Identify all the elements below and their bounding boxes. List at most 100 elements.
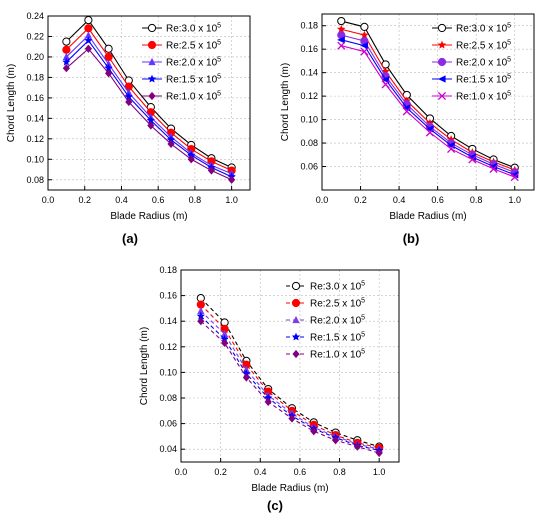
legend-marker	[292, 349, 300, 359]
data-point	[447, 144, 456, 153]
legend-exponent: 5	[217, 57, 221, 64]
legend-label: Re:1.0 x 10	[310, 350, 362, 361]
panel-label: (c)	[267, 498, 283, 513]
legend-marker	[292, 315, 300, 324]
data-point	[337, 36, 345, 44]
legend-marker	[148, 57, 156, 66]
legend-marker	[147, 74, 157, 83]
data-point	[360, 30, 369, 39]
y-axis-label: Chord Length (m)	[280, 63, 291, 141]
legend-entry: Re:1.0 x 105	[310, 349, 365, 361]
data-point	[337, 16, 346, 26]
data-point	[187, 155, 195, 164]
y-tick-label: 0.12	[26, 134, 44, 144]
y-tick-label: 0.18	[300, 21, 318, 31]
legend-entry: Re:2.0 x 105	[166, 57, 221, 69]
y-tick-label: 0.06	[159, 419, 177, 429]
legend-entry: Re:2.0 x 105	[456, 57, 511, 69]
data-point	[62, 52, 70, 61]
legend-label: Re:3.0 x 10	[166, 24, 218, 35]
y-tick-label: 0.10	[300, 115, 318, 125]
legend-entry: Re:2.5 x 105	[456, 40, 511, 52]
x-tick-label: 1.0	[373, 467, 386, 477]
data-point	[468, 155, 477, 164]
legend-exponent: 5	[507, 57, 511, 64]
data-point	[105, 69, 113, 78]
legend-label: Re:2.5 x 10	[166, 41, 218, 52]
legend-label: Re:1.5 x 10	[456, 75, 508, 86]
legend-entry: Re:1.0 x 105	[166, 91, 221, 103]
y-tick-label: 0.08	[300, 138, 318, 148]
data-point	[62, 57, 71, 66]
data-point	[360, 42, 368, 50]
data-point	[196, 311, 205, 320]
data-point	[381, 76, 390, 84]
legend-marker	[437, 91, 447, 101]
legend-label: Re:3.0 x 10	[456, 24, 508, 35]
data-point	[264, 397, 272, 406]
data-point	[228, 175, 236, 184]
data-point	[207, 166, 216, 175]
y-tick-label: 0.08	[159, 393, 177, 403]
data-point	[425, 128, 434, 137]
chart-panel-3: 0.0 0.2 0.4 0.6 0.8 1.0 0.04 0.06 0.08 0.10 0.12 0.…	[139, 265, 400, 513]
y-tick-label: 0.16	[300, 44, 318, 54]
chart-panel-2: 0.0 0.2 0.4 0.6 0.8 1.0 0.06 0.08 0.10 0.12 0.14 0.…	[280, 13, 535, 246]
data-point	[353, 442, 361, 451]
data-point	[310, 427, 318, 436]
y-tick-label: 0.04	[159, 444, 177, 454]
legend-entry: Re:1.5 x 105	[310, 332, 365, 344]
x-axis-label: Blade Radius (m)	[389, 211, 466, 222]
legend-marker	[147, 40, 157, 50]
y-tick-label: 0.18	[159, 265, 177, 275]
data-point	[337, 24, 346, 33]
legend-marker	[291, 332, 301, 341]
x-tick-label: 0.4	[254, 467, 267, 477]
data-point	[360, 47, 369, 56]
legend-marker	[147, 23, 157, 33]
plot-frame	[321, 13, 535, 191]
legend-entry: Re:1.5 x 105	[456, 74, 511, 86]
data-point	[221, 329, 229, 338]
x-tick-label: 0.4	[393, 195, 406, 205]
data-point	[375, 448, 383, 458]
x-tick-label: 0.6	[294, 467, 307, 477]
legend-entry: Re:3.0 x 105	[166, 23, 221, 35]
y-tick-label: 0.12	[300, 91, 318, 101]
legend-exponent: 5	[217, 40, 221, 47]
data-point	[331, 436, 340, 445]
chart-panel-1: 0.0 0.2 0.4 0.6 0.8 1.0 0.08 0.10 0.12 0.14 0.16 0.…	[6, 11, 251, 246]
x-tick-label: 0.0	[42, 195, 55, 205]
data-point	[197, 306, 205, 315]
x-tick-label: 0.4	[115, 195, 128, 205]
legend-exponent: 5	[361, 332, 365, 339]
legend-marker	[291, 281, 301, 291]
y-tick-label: 0.24	[26, 11, 44, 21]
series-group	[337, 16, 519, 182]
data-point	[221, 338, 229, 348]
panel-label: (a)	[122, 231, 138, 246]
x-axis-label: Blade Radius (m)	[110, 211, 187, 222]
x-tick-label: 0.6	[431, 195, 444, 205]
data-point	[62, 45, 71, 54]
data-point	[146, 116, 156, 124]
x-tick-label: 0.2	[214, 467, 227, 477]
legend-exponent: 5	[507, 40, 511, 47]
y-tick-label: 0.10	[26, 154, 44, 164]
data-point	[84, 31, 92, 39]
data-point	[510, 171, 519, 179]
legend-exponent: 5	[217, 91, 221, 98]
data-point	[62, 37, 71, 46]
legend-entry: Re:1.5 x 105	[166, 74, 221, 86]
data-point	[489, 164, 498, 173]
data-point	[468, 153, 476, 161]
y-axis-label: Chord Length (m)	[139, 327, 150, 405]
legend-exponent: 5	[361, 281, 365, 288]
legend-exponent: 5	[217, 74, 221, 81]
x-tick-label: 0.8	[470, 195, 483, 205]
legend-label: Re:2.0 x 10	[166, 58, 218, 69]
